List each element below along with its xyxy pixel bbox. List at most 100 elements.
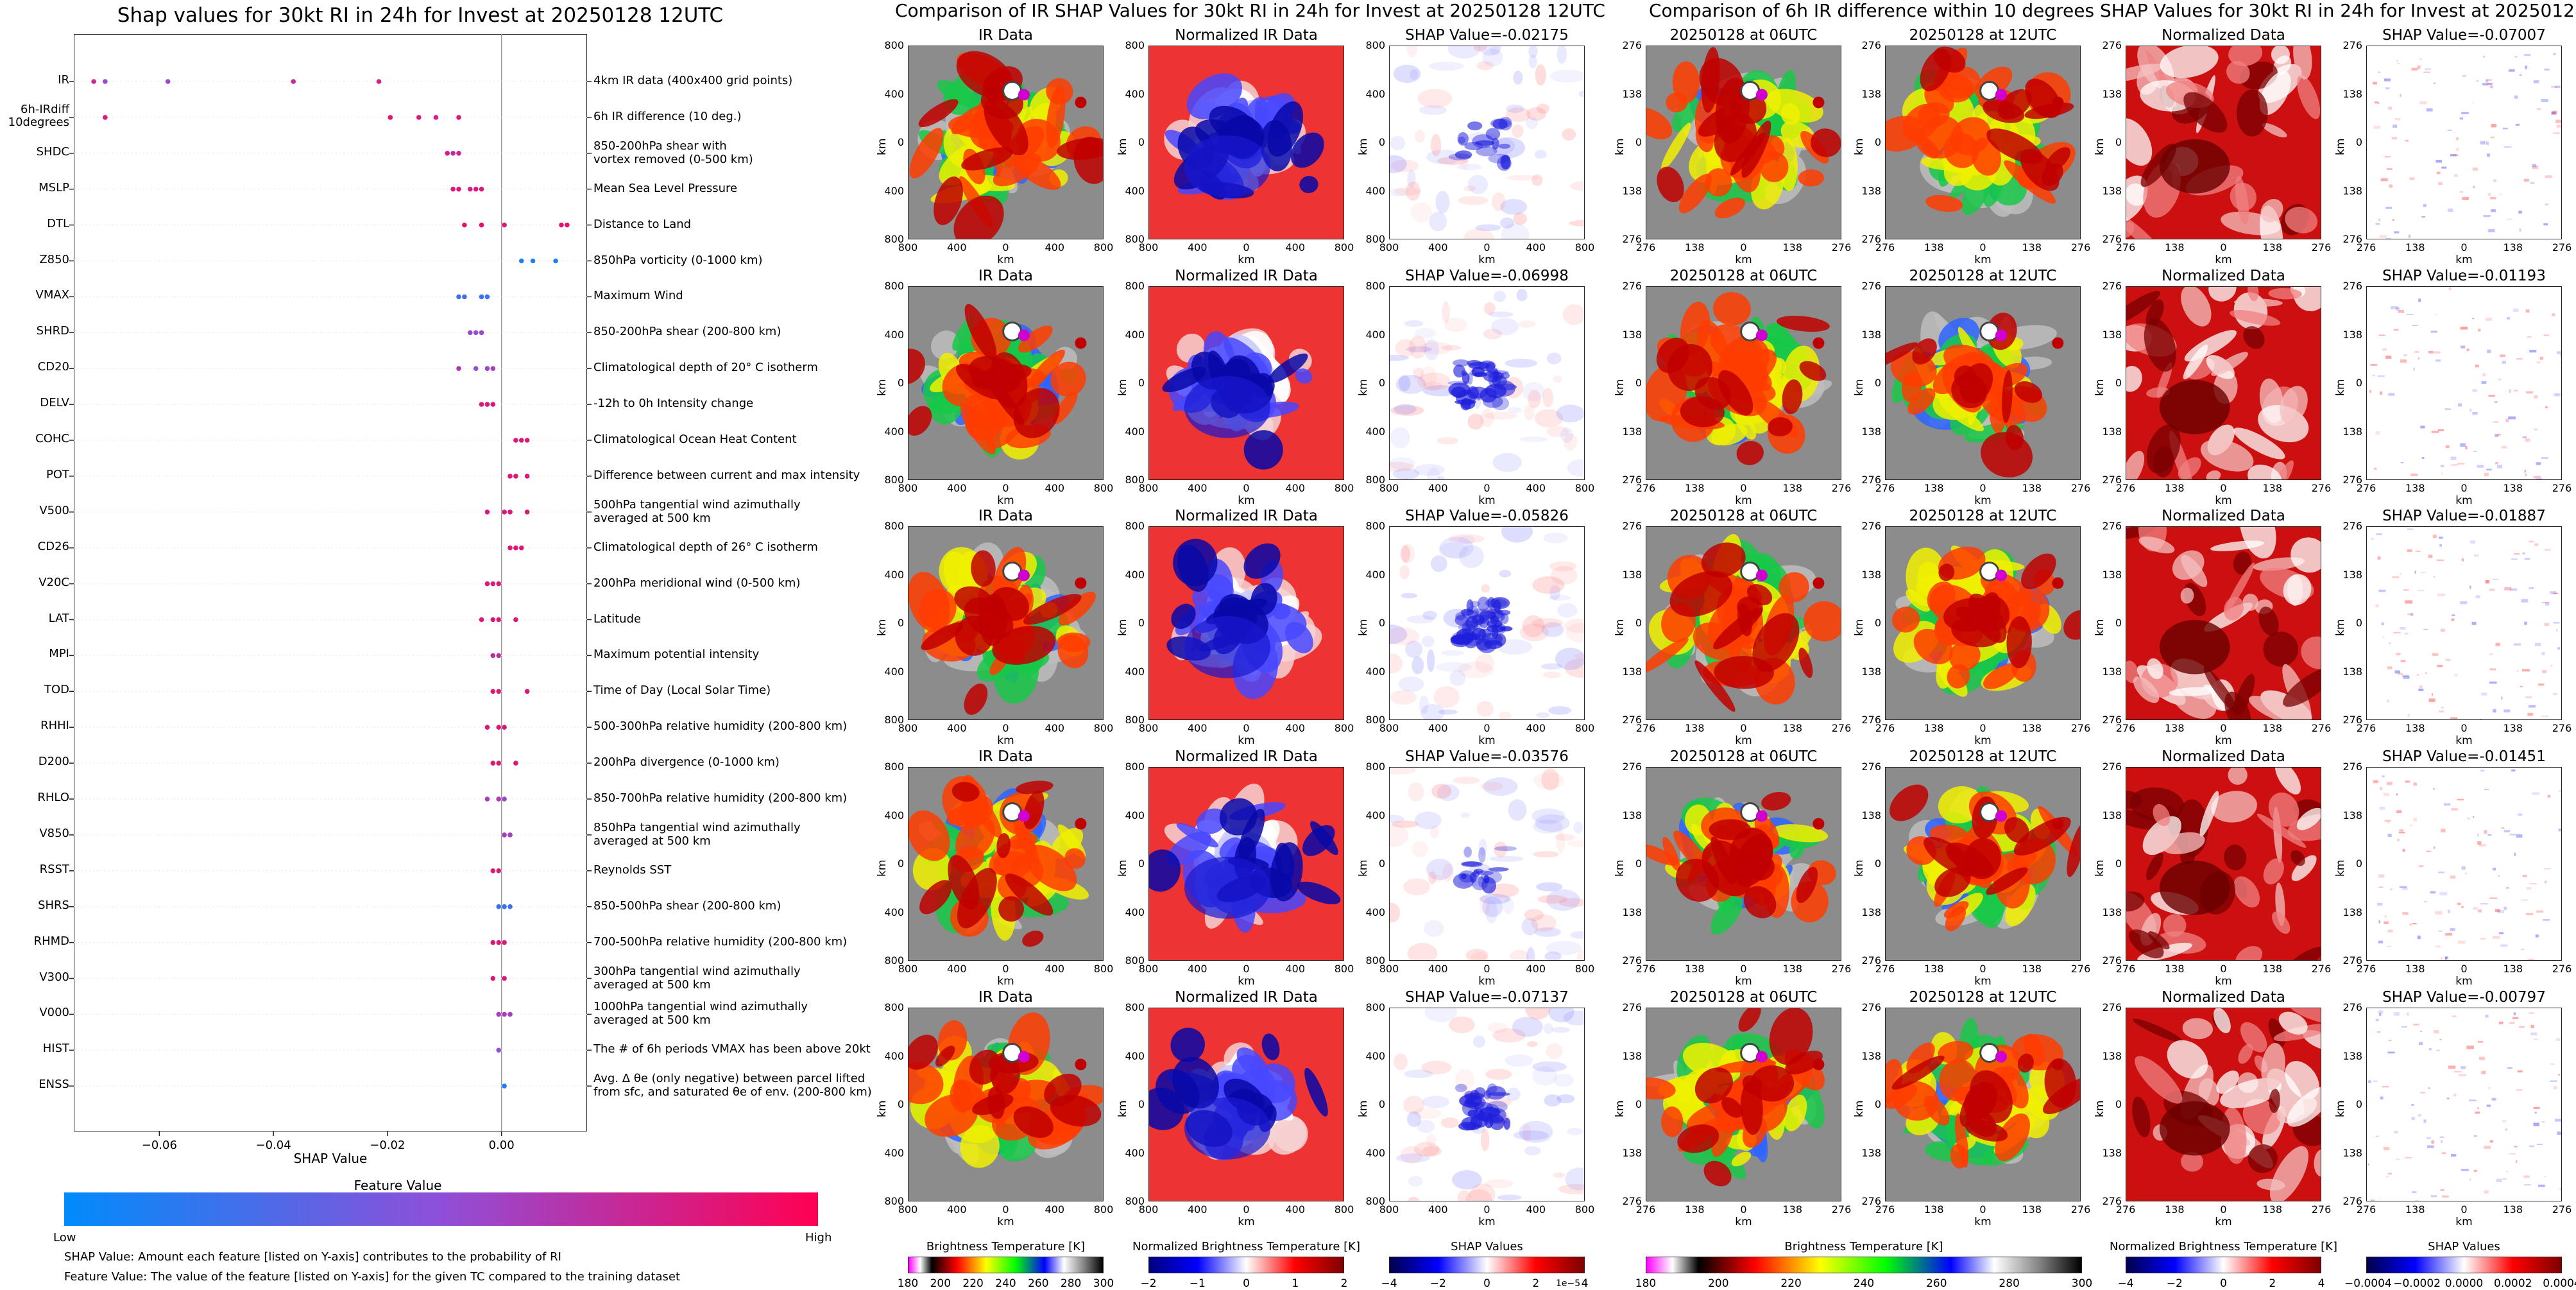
shap-negative-core: [1484, 1117, 1505, 1124]
shap-speckle: [2388, 1173, 2392, 1174]
y-tick-label: 276: [1621, 954, 1642, 967]
shap-heatmap: [1390, 527, 1585, 720]
y-tick-label: 138: [1621, 1050, 1642, 1062]
shap-speckle: [2393, 219, 2394, 221]
shap-speckle: [2396, 1158, 2400, 1160]
shap-negative-core: [1470, 872, 1477, 882]
shap-negative-core: [1464, 142, 1483, 150]
shap-speckle: [2420, 1031, 2422, 1032]
shap-speckle: [2437, 665, 2443, 667]
shap-noise: [1563, 304, 1585, 325]
shap-speckle: [2469, 409, 2471, 411]
feature-description: Maximum potential intensity: [593, 648, 824, 661]
x-tick-label: 276: [2548, 1203, 2576, 1216]
y-tick-label: 276: [1621, 1001, 1642, 1013]
shap-speckle: [2553, 132, 2559, 134]
y-axis-label: km: [2094, 370, 2106, 396]
x-axis-label: km: [1234, 1216, 1259, 1228]
shap-speckle: [2400, 359, 2407, 363]
shap-speckle: [2377, 102, 2380, 104]
shap-speckle: [2396, 653, 2400, 655]
shap-speckle: [2377, 903, 2382, 906]
shap-speckle: [2441, 829, 2446, 832]
irdiff-shap-title: SHAP Value=-0.07007: [2347, 27, 2576, 44]
ir-imagery: [1646, 768, 1841, 961]
y-tick-label: 276: [1621, 280, 1642, 292]
x-tick-label: 0: [1233, 1203, 1261, 1216]
shap-speckle: [2387, 782, 2393, 785]
normalized-cold-area: [1184, 616, 1270, 678]
x-tick-label: 400: [1281, 963, 1309, 975]
y-tick-label: 400: [883, 809, 904, 821]
shap-speckle: [2440, 1137, 2444, 1138]
shap-speckle: [2451, 457, 2457, 460]
shap-speckle: [2525, 474, 2527, 477]
shap-speckle: [2478, 909, 2482, 913]
x-tick-label: 276: [2548, 482, 2576, 494]
shap-speckle: [2413, 368, 2415, 371]
irdiff-comparison-title: Comparison of 6h IR difference within 10…: [1649, 0, 2547, 23]
y-axis-label: km: [1853, 1092, 1866, 1117]
map-panel-svg: [2367, 46, 2562, 239]
storm-eye-magenta: [1995, 330, 2007, 341]
shap-speckle: [2411, 1104, 2414, 1106]
shap-noise: [1484, 302, 1496, 314]
x-tick-label: 400: [1183, 1203, 1211, 1216]
shap-speckle: [2484, 789, 2489, 790]
y-tick-label: 276: [1861, 1195, 1881, 1207]
shap-speckle: [2514, 56, 2517, 57]
shap-speckle: [2441, 1140, 2442, 1143]
y-tick-label: 800: [883, 520, 904, 532]
shap-speckle: [2518, 1071, 2523, 1072]
y-tick-label: 276: [1621, 1195, 1642, 1207]
x-tick-label: 138: [2160, 1203, 2188, 1216]
shap-speckle: [2527, 713, 2533, 716]
x-tick-label: 276: [1827, 963, 1855, 975]
norm-dark-core: [2160, 380, 2230, 434]
ir-shap-title: SHAP Value=-0.03576: [1370, 748, 1604, 765]
storm-eye-core: [1741, 803, 1759, 821]
shap-speckle: [2444, 803, 2450, 805]
shap-speckle: [2407, 528, 2413, 529]
shap-speckle: [2448, 130, 2452, 131]
map-panel: [2366, 286, 2562, 480]
shap-noise: [1544, 533, 1568, 544]
feature-description: 500hPa tangential wind azimuthally avera…: [593, 498, 824, 525]
x-tick-label: 138: [2499, 1203, 2527, 1216]
shap-noise: [1494, 291, 1506, 302]
normalized-ir-title: Normalized IR Data: [1129, 27, 1363, 44]
shap-speckle: [2380, 807, 2385, 809]
storm-eye-core: [1003, 562, 1021, 580]
x-tick-label: 276: [2067, 482, 2095, 494]
shap-speckle: [2428, 555, 2432, 558]
shap-speckle: [2550, 1081, 2557, 1082]
shap-speckle: [2488, 193, 2491, 196]
shap-speckle: [2479, 1057, 2485, 1060]
feature-label: V000: [0, 1006, 69, 1019]
x-axis-label: km: [1474, 254, 1500, 266]
feature-label: MPI: [0, 648, 69, 660]
feature-description: Reynolds SST: [593, 863, 824, 877]
ir-shap-title: SHAP Value=-0.02175: [1370, 27, 1604, 44]
x-tick-label: 0: [1473, 482, 1501, 494]
shap-speckle: [2495, 462, 2498, 465]
shap-speckle: [2432, 693, 2433, 696]
shap-speckle: [2534, 476, 2541, 479]
map-panel-svg: [1149, 287, 1344, 480]
shap-speckle: [2534, 544, 2538, 546]
shap-speckle: [2427, 108, 2433, 112]
shap-noise: [1489, 856, 1523, 861]
shap-speckle: [2525, 438, 2530, 442]
shap-speckle: [2373, 126, 2380, 129]
shap-speckle: [2389, 1040, 2391, 1041]
x-axis-label: km: [1731, 254, 1757, 266]
note-feature-value: Feature Value: The value of the feature …: [64, 1270, 770, 1284]
x-tick-label: 138: [2160, 963, 2188, 975]
shap-noise: [1481, 1129, 1490, 1151]
x-tick-label: 0: [1969, 482, 1997, 494]
normalized-ir-title: Normalized IR Data: [1129, 748, 1363, 765]
x-tick-label: 138: [2018, 722, 2046, 734]
x-tick-label: 0: [2210, 722, 2238, 734]
x-tick-label: 0: [1233, 722, 1261, 734]
shap-speckle: [2387, 666, 2393, 669]
